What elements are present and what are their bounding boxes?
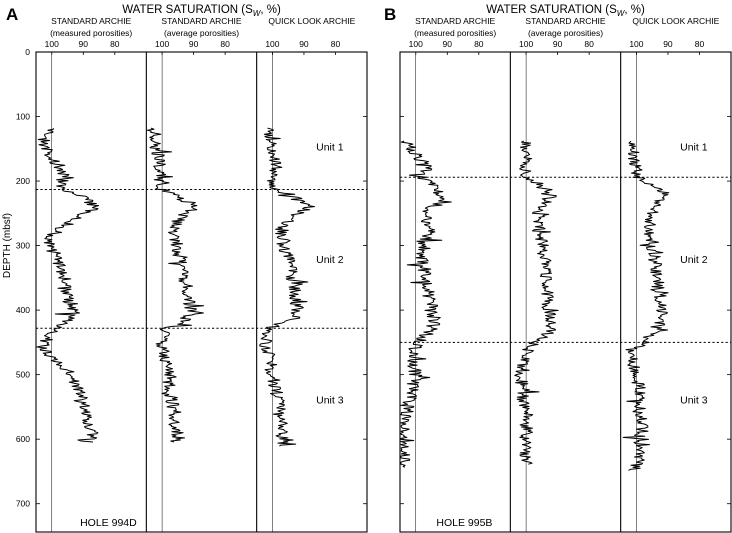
unit-label: Unit 1: [680, 142, 708, 154]
column-title: STANDARD ARCHIE: [415, 16, 495, 26]
column-subtitle: (average porosities): [164, 28, 239, 38]
unit-label: Unit 3: [316, 394, 344, 406]
x-tick-label: 100: [519, 39, 533, 49]
saturation-trace: [400, 140, 452, 468]
hole-label: HOLE 995B: [436, 517, 492, 529]
chart-title-main: WATER SATURATION (S: [486, 4, 617, 16]
unit-label: Unit 3: [680, 394, 708, 406]
panel-letter: B: [384, 5, 396, 24]
y-tick-label: 700: [16, 499, 30, 509]
plot-frame: [35, 51, 368, 533]
chart-title-suffix: , %): [624, 4, 645, 16]
saturation-trace: [36, 128, 100, 443]
saturation-trace: [259, 127, 315, 447]
y-tick-label: 0: [25, 47, 30, 57]
saturation-trace: [514, 140, 559, 465]
x-tick-label: 80: [474, 39, 484, 49]
x-tick-label: 80: [110, 39, 120, 49]
panel-letter: A: [6, 5, 18, 24]
column-subtitle: (measured porosities): [414, 28, 496, 38]
x-tick-label: 100: [45, 39, 59, 49]
y-tick-label: 400: [16, 305, 30, 315]
column-subtitle: (average porosities): [528, 28, 603, 38]
x-tick-label: 90: [663, 39, 673, 49]
chart-title-subscript: W: [617, 9, 626, 18]
unit-label: Unit 2: [680, 254, 708, 266]
x-tick-label: 100: [155, 39, 169, 49]
x-tick-label: 90: [79, 39, 89, 49]
x-tick-label: 90: [299, 39, 309, 49]
column-subtitle: (measured porosities): [50, 28, 132, 38]
y-tick-label: 500: [16, 370, 30, 380]
x-tick-label: 80: [584, 39, 594, 49]
chart-title-subscript: W: [253, 9, 262, 18]
saturation-trace: [146, 127, 205, 443]
plot-frame: [399, 51, 732, 533]
chart-title-main: WATER SATURATION (S: [122, 4, 253, 16]
unit-label: Unit 1: [316, 142, 344, 154]
x-tick-label: 100: [409, 39, 423, 49]
saturation-trace: [622, 140, 670, 471]
panel-b: B WATER SATURATION (SW, %)STANDARD ARCHIE…: [384, 4, 732, 533]
x-tick-label: 100: [629, 39, 643, 49]
x-tick-label: 80: [220, 39, 230, 49]
column-title: QUICK LOOK ARCHIE: [632, 16, 719, 26]
x-tick-label: 80: [695, 39, 705, 49]
column-title: STANDARD ARCHIE: [525, 16, 605, 26]
column-title: QUICK LOOK ARCHIE: [268, 16, 355, 26]
chart-title: WATER SATURATION (SW, %): [122, 4, 281, 18]
x-tick-label: 80: [331, 39, 341, 49]
panel-a: A WATER SATURATION (SW, %)STANDARD ARCHIE…: [2, 4, 368, 533]
x-tick-label: 100: [265, 39, 279, 49]
column-title: STANDARD ARCHIE: [161, 16, 241, 26]
y-tick-label: 100: [16, 112, 30, 122]
x-tick-label: 90: [443, 39, 453, 49]
y-tick-label: 300: [16, 241, 30, 251]
unit-label: Unit 2: [316, 254, 344, 266]
x-tick-label: 90: [553, 39, 563, 49]
y-axis-label: DEPTH (mbsf): [2, 213, 13, 278]
x-tick-label: 90: [189, 39, 199, 49]
chart-title-suffix: , %): [260, 4, 281, 16]
y-tick-label: 600: [16, 434, 30, 444]
y-tick-label: 200: [16, 176, 30, 186]
column-title: STANDARD ARCHIE: [51, 16, 131, 26]
hole-label: HOLE 994D: [80, 517, 137, 529]
chart-title: WATER SATURATION (SW, %): [486, 4, 645, 18]
